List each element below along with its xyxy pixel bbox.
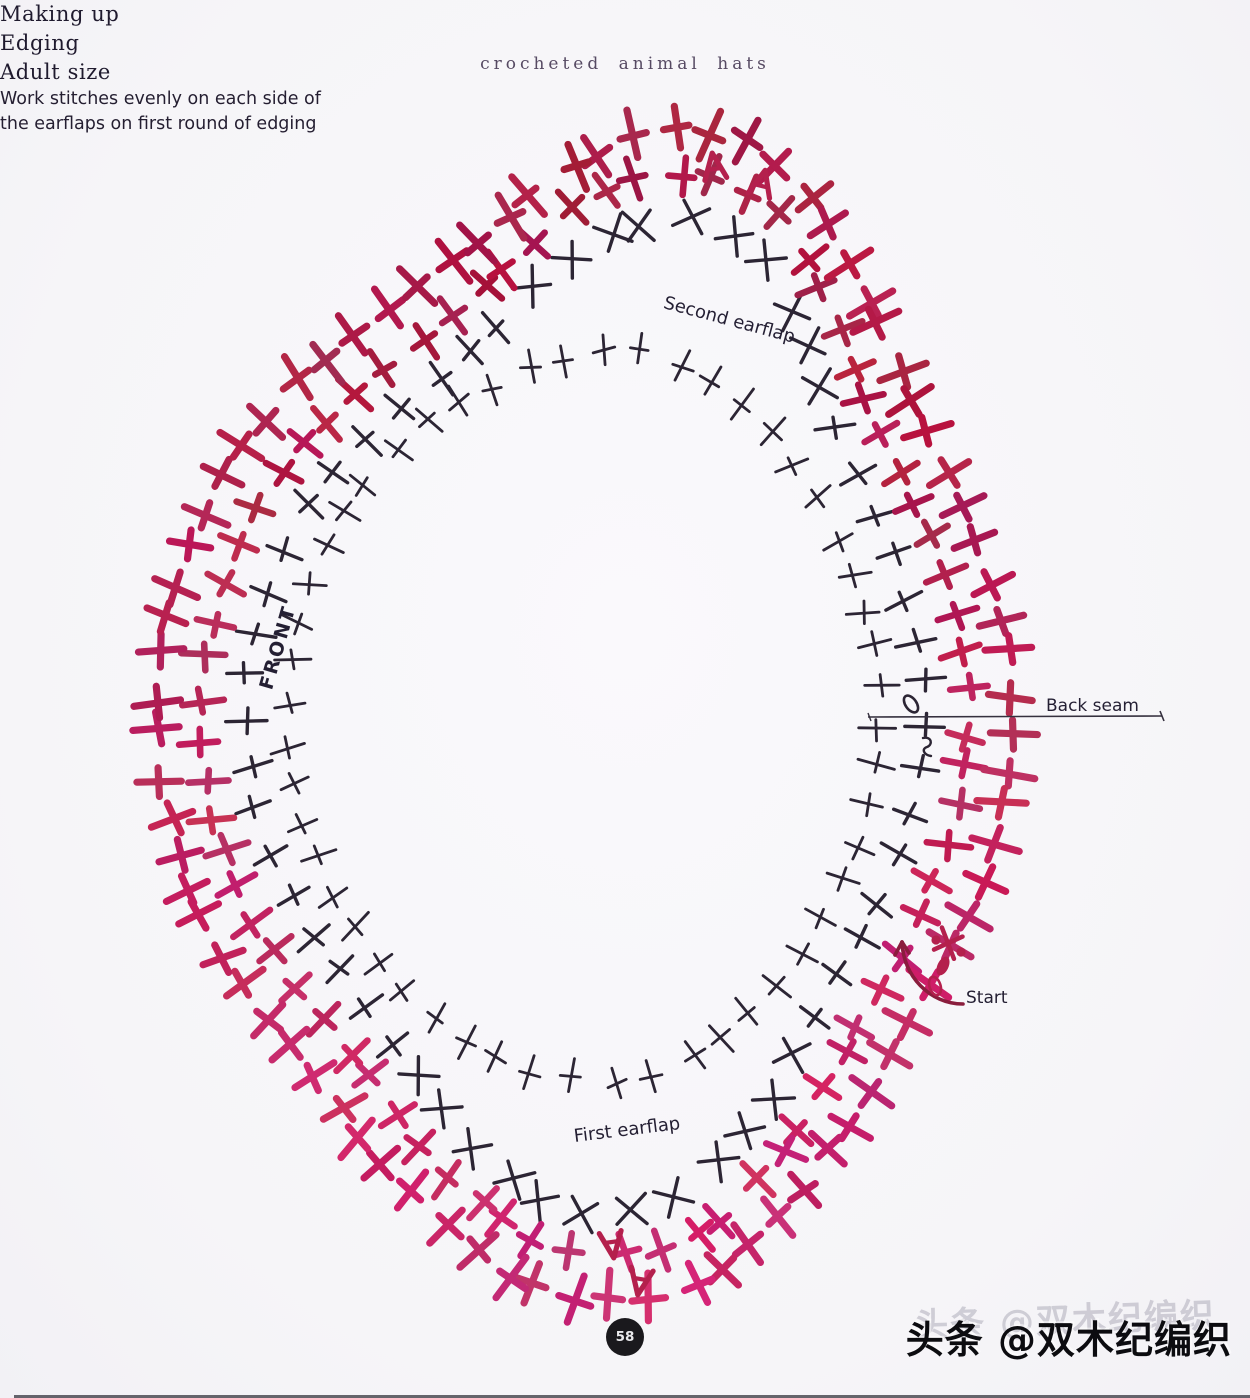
instruction-note: Work stitches evenly on each side of the… [0,87,1250,137]
heading-adult-size: Adult size [0,60,111,84]
page-number: 58 [615,1329,635,1345]
watermark: 头条 @双木纪编织 [905,1318,1232,1362]
heading-making-up: Making up [0,2,120,26]
page-edge-line [14,1395,1250,1398]
page-number-badge: 58 [606,1318,644,1356]
back-seam-label: Back seam [1046,696,1139,716]
heading-edging: Edging [0,31,80,55]
section-heading: Making up Edging Adult size [0,0,1250,87]
book-header: crocheted animal hats [480,54,770,74]
note-line-2: the earflaps on first round of edging [0,114,317,134]
start-label: Start [966,988,1008,1008]
note-line-1: Work stitches evenly on each side of [0,89,321,109]
